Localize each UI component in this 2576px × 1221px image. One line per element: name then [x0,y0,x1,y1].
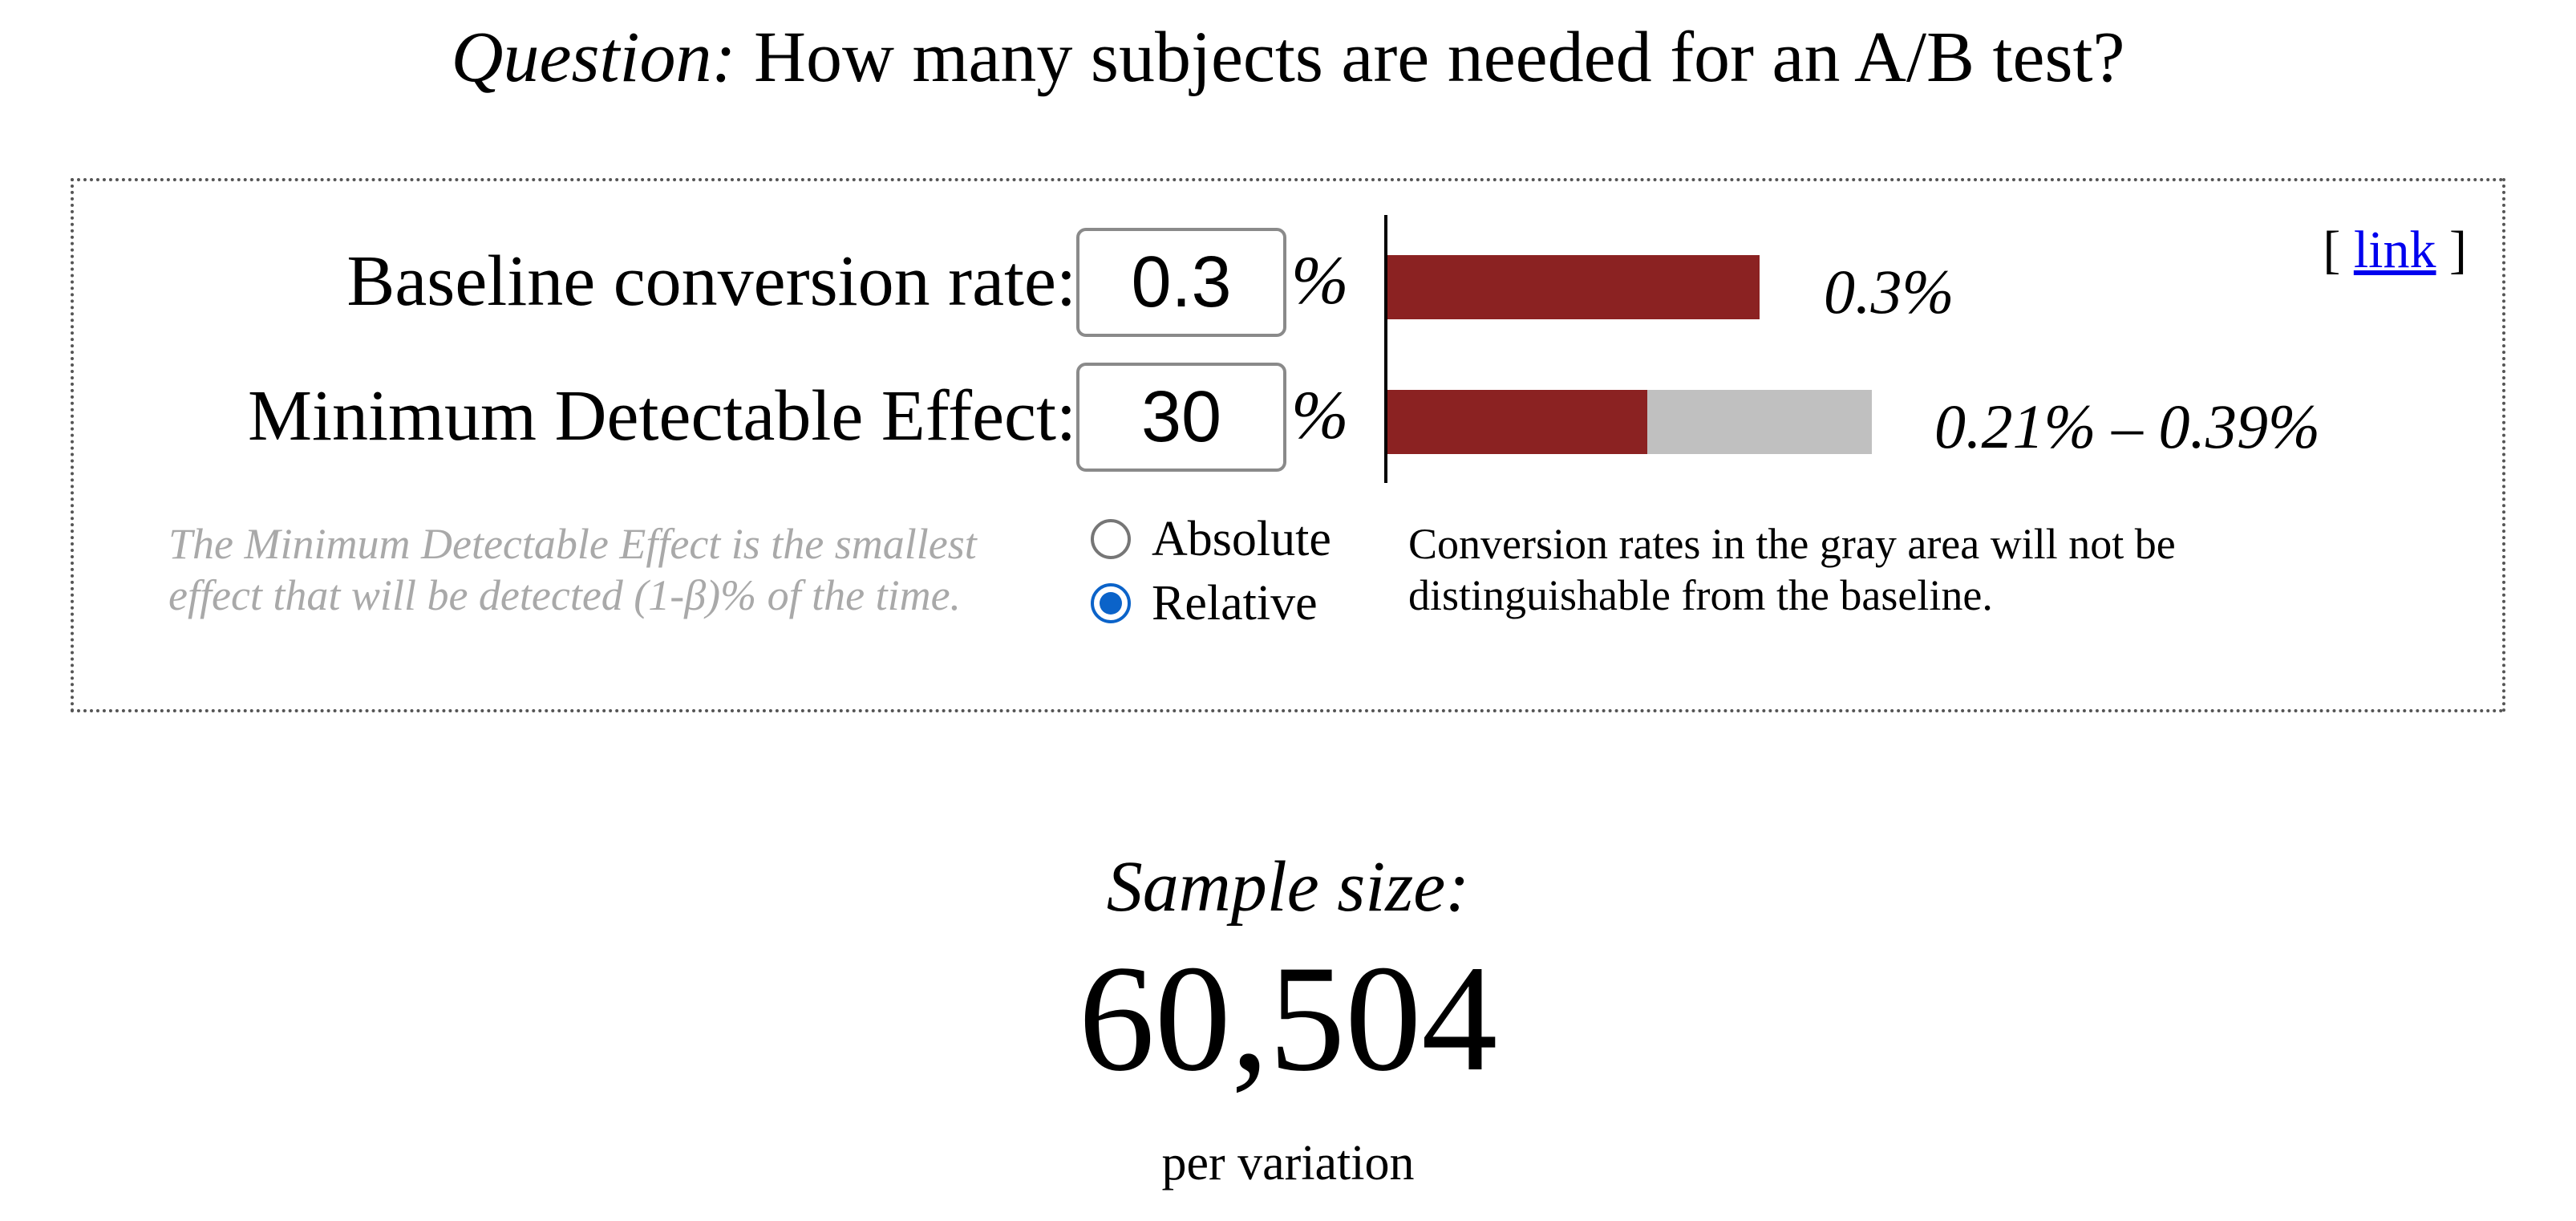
relative-radio[interactable] [1091,583,1131,623]
link-bracket-close: ] [2436,221,2467,279]
bar-axis [1384,215,1387,483]
absolute-radio-label: Absolute [1152,512,1331,566]
mde-unit: % [1291,376,1349,453]
page-question: Question: How many subjects are needed f… [0,10,2576,106]
link-bracket-open: [ [2323,221,2354,279]
question-text: How many subjects are needed for an A/B … [735,18,2125,97]
relative-radio-label: Relative [1152,576,1318,631]
permalink: [ link ] [2323,218,2467,282]
sample-size-unit: per variation [1161,1136,1415,1191]
input-panel: [ link ] Baseline conversion rate: % Min… [71,178,2505,712]
question-prefix: Question: [451,18,736,97]
mode-option-absolute[interactable]: Absolute [1091,507,1331,571]
mde-label: Minimum Detectable Effect: [248,376,1076,456]
absolute-radio[interactable] [1091,519,1131,559]
mde-help-text: The Minimum Detectable Effect is the sma… [168,520,977,619]
baseline-label: Baseline conversion rate: [346,241,1076,321]
baseline-bar-label: 0.3% [1824,257,1954,327]
baseline-unit: % [1291,241,1349,318]
mde-input[interactable] [1076,363,1286,472]
gray-area-note: Conversion rates in the gray area will n… [1408,520,2176,619]
mde-range-label: 0.21% – 0.39% [1934,391,2320,461]
baseline-bar [1387,255,1760,319]
baseline-input[interactable] [1076,228,1286,337]
mde-lower-bar [1387,390,1647,454]
sample-size-title: Sample size: [1106,847,1470,927]
mode-option-relative[interactable]: Relative [1091,571,1318,635]
sample-size-value: 60,504 [1078,935,1498,1103]
permalink-link[interactable]: link [2353,221,2436,279]
